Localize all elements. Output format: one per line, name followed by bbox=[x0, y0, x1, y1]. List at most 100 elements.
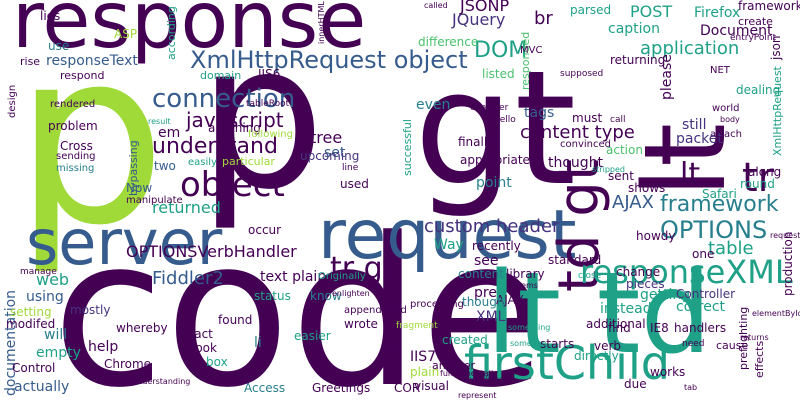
word-javascript: javascript bbox=[186, 108, 284, 132]
word-MVC: MVC bbox=[520, 45, 543, 56]
word-respond: respond bbox=[60, 69, 105, 82]
word-IIS7: IIS7 bbox=[410, 349, 437, 365]
word-ASP: ASP bbox=[114, 27, 138, 41]
word-custom-header: custom header bbox=[424, 216, 560, 237]
word-AJAX: AJAX bbox=[612, 192, 654, 213]
word-returned: returned bbox=[152, 198, 221, 217]
word-close: close bbox=[578, 271, 602, 281]
word-recently: recently bbox=[472, 239, 521, 253]
word-packet: packet bbox=[676, 131, 723, 147]
word-hello: hello bbox=[494, 115, 516, 125]
word-fact: fact bbox=[190, 327, 213, 341]
word-called: called bbox=[424, 1, 448, 10]
word-problem: problem bbox=[48, 119, 98, 133]
word-Fiddler2: Fiddler2 bbox=[152, 268, 224, 289]
word-need: need bbox=[682, 339, 705, 349]
word-responseText: responseText bbox=[46, 53, 138, 69]
word-modifed: modifed bbox=[6, 317, 56, 331]
word-successful: successful bbox=[401, 119, 414, 176]
word-sending: sending bbox=[56, 151, 96, 162]
word-JSONP: JSONP bbox=[460, 0, 510, 15]
word-correct: correct bbox=[676, 299, 726, 315]
word-Greetings: Greetings bbox=[312, 381, 371, 395]
word-listed: listed bbox=[482, 67, 515, 81]
word-appendChild: appendChild bbox=[344, 305, 407, 316]
word-according: according bbox=[165, 6, 178, 60]
word-gt: gt bbox=[414, 37, 577, 221]
word-POST: POST bbox=[630, 2, 673, 21]
word-framework-small: framework bbox=[738, 0, 800, 13]
word-must: must bbox=[572, 111, 603, 125]
word-easier: easier bbox=[294, 329, 331, 343]
word-tableRoot: tableRoot bbox=[246, 99, 290, 109]
word-due: due bbox=[624, 377, 647, 391]
word-content: content bbox=[458, 267, 504, 281]
word-empty: empty bbox=[36, 345, 81, 361]
word-Originally: Originally bbox=[318, 271, 366, 282]
word-elementById: elementById bbox=[752, 309, 800, 318]
word-upcoming: upcoming bbox=[300, 149, 360, 163]
word-p-large-2: p bbox=[198, 1, 325, 234]
word-find: find bbox=[608, 321, 631, 335]
word-responseXML: responseXML bbox=[580, 253, 793, 291]
word-bypassing: bypassing bbox=[127, 140, 140, 196]
word-plain: plain bbox=[410, 365, 440, 379]
word-firstChild: firstChild bbox=[464, 336, 670, 390]
word-sent: sent bbox=[608, 169, 634, 183]
word-requested: requested bbox=[770, 231, 800, 240]
word-one: one bbox=[692, 247, 715, 261]
word-whereby: whereby bbox=[116, 321, 168, 335]
word-COR: COR bbox=[394, 381, 421, 395]
word-Way: Way bbox=[434, 237, 464, 253]
word-additional: additional bbox=[586, 317, 646, 331]
word-server: server bbox=[26, 206, 223, 279]
word-tab: tab bbox=[684, 383, 698, 392]
word-JQuery: JQuery bbox=[452, 10, 506, 29]
word-even: even bbox=[416, 97, 451, 113]
word-point: point bbox=[476, 175, 512, 191]
word-use: use bbox=[48, 39, 70, 53]
word-supposed: supposed bbox=[560, 69, 604, 79]
word-visual: visual bbox=[414, 379, 449, 393]
word-look: look bbox=[192, 341, 217, 355]
word-howdy: howdy bbox=[636, 229, 676, 243]
word-found: found bbox=[218, 313, 253, 327]
word-represent: represent bbox=[458, 391, 497, 400]
word-created: created bbox=[442, 333, 488, 347]
word-starts: starts bbox=[540, 337, 575, 351]
word-Controller: Controller bbox=[676, 287, 736, 301]
word-OPTIONSVerbHandler: OPTIONSVerbHandler bbox=[126, 242, 297, 261]
word-li: li bbox=[254, 335, 262, 351]
word-Chrome: Chrome bbox=[104, 357, 152, 371]
word-p-large: p bbox=[14, 0, 167, 278]
word-difference: difference bbox=[418, 35, 479, 49]
word-instead: instead bbox=[600, 301, 652, 317]
word-lies: lies bbox=[40, 9, 61, 23]
word-framework: framework bbox=[660, 192, 779, 217]
word-manage: manage bbox=[20, 267, 57, 277]
word-responded: responded bbox=[519, 31, 532, 90]
word-table: table bbox=[708, 238, 754, 259]
word-line: line bbox=[342, 163, 359, 173]
word-response: response bbox=[12, 0, 367, 66]
word-tree: tree bbox=[310, 128, 343, 147]
word-content-type: content type bbox=[520, 122, 635, 143]
word-occur: occur bbox=[248, 223, 282, 237]
word-dealing: dealing bbox=[736, 83, 781, 97]
word-Access: Access bbox=[244, 381, 286, 395]
word-connection: connection bbox=[152, 84, 296, 114]
word-still: still bbox=[682, 117, 707, 133]
word-mostly: mostly bbox=[70, 303, 111, 317]
word-XML: XML bbox=[476, 309, 506, 325]
word-Control: Control bbox=[12, 361, 56, 375]
word-returning: returning bbox=[610, 53, 666, 67]
word-getting: getting bbox=[640, 287, 691, 303]
word-em: em bbox=[158, 125, 181, 141]
word-domain: domain bbox=[200, 69, 242, 82]
word-attach: attach bbox=[710, 129, 742, 140]
word-rise: rise bbox=[20, 55, 41, 68]
word-IIS6: IIS6 bbox=[258, 67, 281, 81]
word-Safari: Safari bbox=[702, 187, 737, 201]
word-design: design bbox=[7, 84, 18, 118]
word-using: using bbox=[26, 289, 64, 305]
